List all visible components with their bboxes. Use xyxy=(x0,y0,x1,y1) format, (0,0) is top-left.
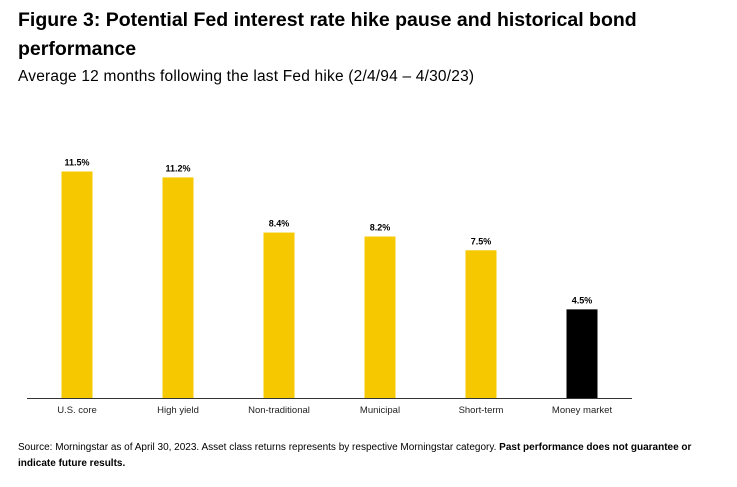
x-tick-label: U.S. core xyxy=(57,405,97,416)
bar-municipal xyxy=(364,236,396,398)
data-label: 8.2% xyxy=(370,222,391,232)
bar-short-term xyxy=(465,250,497,398)
source-text: Source: Morningstar as of April 30, 2023… xyxy=(18,442,500,453)
bar-chart: 11.5% U.S. core 11.2% High yield 8.4% Non-tra… xyxy=(27,158,632,416)
bar-high-yield xyxy=(162,177,194,398)
bar-non-traditional xyxy=(263,232,295,398)
bar-u-s-core xyxy=(61,171,93,398)
x-tick-label: Short-term xyxy=(459,405,504,416)
chart-subtitle: Average 12 months following the last Fed… xyxy=(18,68,475,85)
chart-title: Figure 3: Potential Fed interest rate hi… xyxy=(18,9,637,60)
data-label: 11.2% xyxy=(165,163,190,173)
source-note: Source: Morningstar as of April 30, 2023… xyxy=(18,440,730,472)
disclaimer-text: Past performance does not guarantee or i… xyxy=(18,442,692,469)
data-label: 11.5% xyxy=(64,158,89,168)
x-tick-label: Money market xyxy=(552,405,613,416)
data-label: 8.4% xyxy=(269,219,290,229)
x-tick-label: High yield xyxy=(157,405,199,416)
x-tick-label: Municipal xyxy=(360,405,400,416)
data-label: 7.5% xyxy=(471,236,492,246)
data-label: 4.5% xyxy=(572,295,593,305)
bar-money-market xyxy=(566,309,598,398)
x-tick-label: Non-traditional xyxy=(248,405,310,416)
